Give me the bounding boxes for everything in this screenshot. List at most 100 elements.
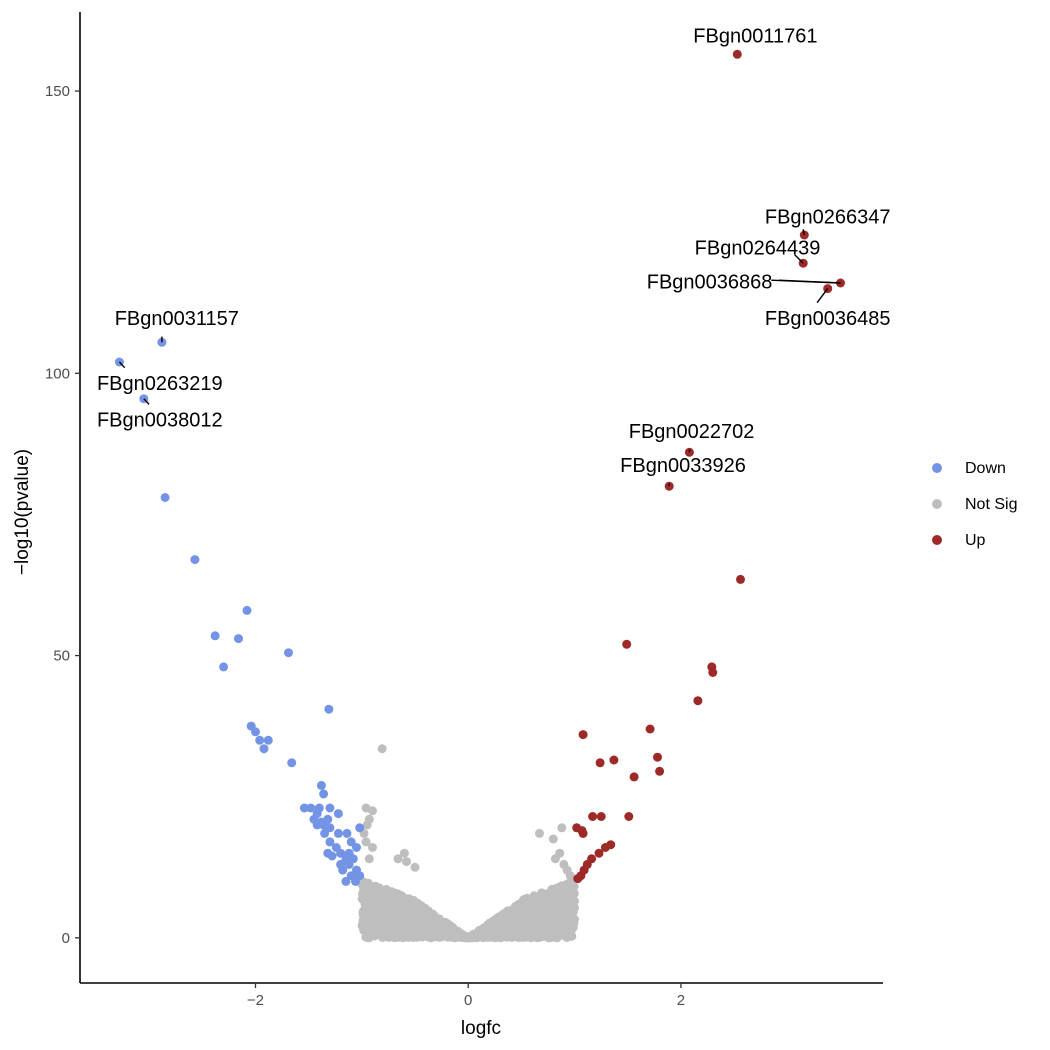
data-point-not-sig (422, 921, 432, 931)
data-point-down (351, 876, 360, 886)
data-point-not-sig (539, 902, 549, 912)
data-point-down (341, 876, 351, 886)
gene-label-leader (794, 254, 804, 264)
data-point-not-sig (393, 911, 403, 921)
data-point-not-sig (550, 854, 560, 864)
gene-label-leader (778, 279, 841, 284)
data-point-not-sig (399, 848, 409, 858)
data-point-down (306, 803, 316, 813)
x-tick-label: 0 (464, 992, 472, 1009)
x-axis-title: logfc (461, 1018, 501, 1039)
data-point-not-sig (569, 889, 579, 898)
data-point-down (324, 704, 334, 714)
data-point-not-sig (410, 862, 420, 872)
legend-key-up (932, 535, 942, 545)
data-point-not-sig (417, 912, 426, 922)
data-point-not-sig (497, 916, 506, 926)
points-layer (114, 49, 845, 943)
data-point-down (259, 744, 269, 754)
data-point-not-sig (519, 900, 529, 910)
gene-label: FBgn0038012 (97, 410, 223, 432)
data-point-not-sig (407, 926, 417, 936)
legend-key-not-sig (932, 499, 942, 509)
data-point-down (255, 735, 265, 745)
data-point-not-sig (364, 889, 374, 899)
data-point-up (708, 668, 718, 677)
data-point-not-sig (535, 911, 545, 921)
gene-label: FBgn0022702 (629, 421, 755, 443)
data-point-not-sig (362, 820, 372, 830)
data-point-down (219, 662, 229, 672)
data-point-not-sig (402, 857, 411, 867)
gene-label-leader (118, 361, 126, 369)
gene-label-leader (802, 229, 805, 236)
gene-label: FBgn0011761 (693, 26, 817, 48)
legend: Down Not Sig Up (932, 460, 1017, 549)
legend-label: Not Sig (965, 496, 1017, 513)
data-point-up (655, 766, 665, 776)
data-point-down (327, 851, 337, 861)
data-point-up (732, 49, 742, 59)
data-point-not-sig (548, 834, 558, 844)
data-point-not-sig (395, 923, 404, 933)
gene-label: FBgn0031157 (115, 308, 239, 330)
data-point-not-sig (550, 886, 560, 896)
data-point-down (284, 648, 293, 658)
data-point-down (333, 828, 343, 838)
data-point-down (325, 837, 335, 847)
data-point-down (319, 789, 329, 799)
data-point-down (325, 803, 335, 813)
data-point-not-sig (537, 888, 547, 898)
data-point-up (578, 828, 588, 838)
data-point-not-sig (493, 932, 503, 942)
data-point-not-sig (515, 921, 525, 931)
data-point-down (234, 634, 243, 644)
data-point-not-sig (568, 907, 578, 917)
data-point-up (588, 812, 598, 821)
data-point-not-sig (557, 882, 567, 891)
y-tick-label: 150 (45, 83, 70, 100)
data-point-not-sig (559, 902, 569, 912)
data-point-not-sig (473, 929, 483, 939)
data-point-not-sig (368, 806, 377, 816)
y-tick-label: 100 (45, 365, 70, 382)
y-tick-label: 0 (62, 930, 70, 947)
data-point-down (312, 820, 322, 830)
data-point-up (609, 755, 619, 765)
gene-label-leader (143, 398, 150, 405)
data-point-down (190, 555, 200, 565)
data-point-up (595, 758, 605, 768)
data-point-down (346, 837, 356, 847)
data-point-not-sig (569, 881, 579, 891)
x-tick-label: −2 (247, 992, 264, 1009)
data-point-down (242, 605, 252, 615)
x-tick-label: 2 (677, 992, 685, 1009)
data-point-down (338, 865, 348, 875)
gene-label: FBgn0036868 (647, 271, 773, 293)
data-point-not-sig (425, 929, 435, 939)
data-point-up (629, 772, 639, 782)
data-point-not-sig (553, 918, 563, 928)
y-tick-label: 50 (53, 648, 70, 665)
data-point-up (693, 696, 703, 706)
data-point-not-sig (567, 915, 576, 925)
data-point-down (316, 780, 326, 790)
data-point-not-sig (401, 911, 411, 921)
data-point-not-sig (369, 921, 379, 931)
gene-label: FBgn0036485 (765, 308, 891, 330)
data-point-not-sig (543, 932, 553, 942)
data-point-not-sig (466, 932, 476, 942)
data-point-down (333, 809, 343, 819)
gene-label: FBgn0033926 (620, 455, 746, 477)
y-axis-title: −log10(pvalue) (12, 449, 33, 575)
data-point-not-sig (368, 843, 377, 852)
data-point-not-sig (543, 917, 553, 927)
data-point-not-sig (434, 914, 444, 924)
data-point-not-sig (501, 930, 510, 940)
data-point-down (251, 727, 260, 737)
data-point-down (210, 631, 220, 641)
data-point-not-sig (377, 744, 387, 754)
data-point-not-sig (387, 887, 397, 897)
data-point-not-sig (557, 823, 567, 833)
